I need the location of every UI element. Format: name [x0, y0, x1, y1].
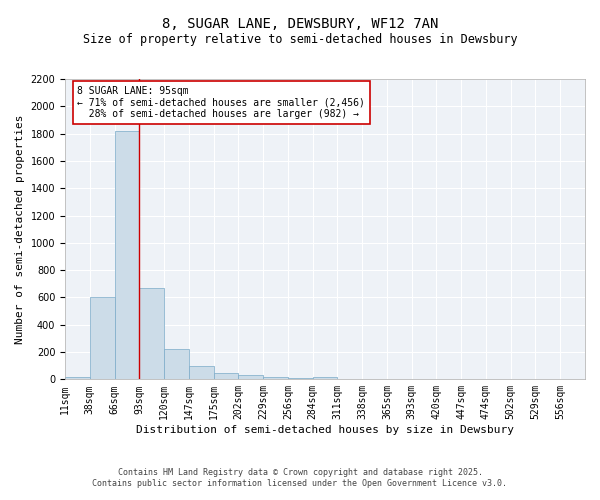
- Text: Size of property relative to semi-detached houses in Dewsbury: Size of property relative to semi-detach…: [83, 32, 517, 46]
- Bar: [238, 374, 263, 380]
- Bar: [214, 373, 238, 380]
- Bar: [313, 378, 337, 380]
- Bar: [65, 376, 90, 380]
- Bar: [288, 378, 313, 380]
- Text: 8, SUGAR LANE, DEWSBURY, WF12 7AN: 8, SUGAR LANE, DEWSBURY, WF12 7AN: [162, 18, 438, 32]
- Bar: [115, 131, 139, 380]
- Bar: [164, 350, 189, 380]
- X-axis label: Distribution of semi-detached houses by size in Dewsbury: Distribution of semi-detached houses by …: [136, 425, 514, 435]
- Bar: [263, 376, 288, 380]
- Bar: [189, 366, 214, 380]
- Bar: [139, 288, 164, 380]
- Text: Contains HM Land Registry data © Crown copyright and database right 2025.
Contai: Contains HM Land Registry data © Crown c…: [92, 468, 508, 487]
- Bar: [90, 298, 115, 380]
- Text: 8 SUGAR LANE: 95sqm
← 71% of semi-detached houses are smaller (2,456)
  28% of s: 8 SUGAR LANE: 95sqm ← 71% of semi-detach…: [77, 86, 365, 119]
- Y-axis label: Number of semi-detached properties: Number of semi-detached properties: [15, 114, 25, 344]
